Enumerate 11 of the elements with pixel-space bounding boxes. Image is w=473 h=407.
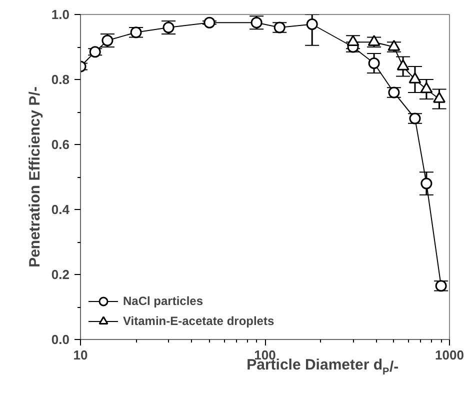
y-tick-label: 0.8 xyxy=(51,72,70,87)
y-axis-title: Penetration Efficiency P/- xyxy=(26,86,44,268)
y-tick-label: 0.6 xyxy=(51,137,70,152)
legend-label: NaCl particles xyxy=(123,294,204,308)
y-tick-label: 1.0 xyxy=(51,7,70,22)
x-tick-label: 1000 xyxy=(435,348,464,362)
y-tick-label: 0.2 xyxy=(51,267,70,282)
legend-label: Vitamin-E-acetate droplets xyxy=(123,314,274,328)
y-tick-label: 0.4 xyxy=(51,202,70,217)
y-tick-label: 0.0 xyxy=(51,332,70,347)
x-tick-label: 10 xyxy=(73,348,88,362)
